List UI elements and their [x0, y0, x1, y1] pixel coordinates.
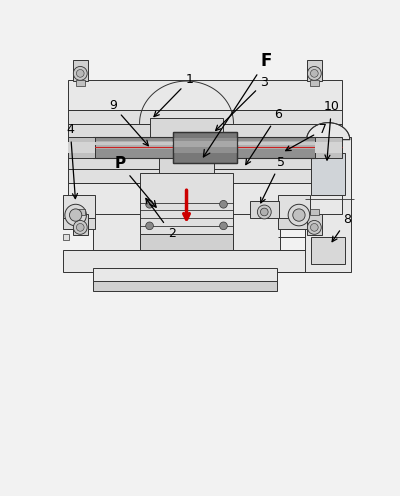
Text: P: P [114, 156, 156, 207]
Bar [173, 132, 237, 163]
Circle shape [76, 69, 84, 77]
Circle shape [308, 66, 321, 80]
Text: 5: 5 [261, 156, 285, 203]
Text: 1: 1 [154, 73, 194, 117]
Circle shape [73, 66, 87, 80]
Circle shape [73, 220, 87, 234]
Bar [278, 218, 310, 229]
Bar [311, 153, 345, 195]
Bar [159, 138, 214, 147]
Bar [311, 238, 345, 264]
Bar [93, 131, 140, 250]
Bar [62, 234, 69, 241]
Text: 6: 6 [246, 108, 282, 165]
Text: 8: 8 [332, 213, 352, 242]
Bar [93, 136, 317, 158]
Bar [234, 131, 280, 250]
Bar [315, 142, 342, 153]
Bar [68, 183, 342, 213]
Circle shape [257, 205, 271, 219]
Circle shape [288, 204, 310, 226]
Bar [240, 153, 278, 203]
Bar [68, 142, 95, 153]
Bar [140, 174, 234, 235]
Bar [76, 79, 85, 86]
Text: 2: 2 [146, 198, 176, 241]
Text: 4: 4 [66, 124, 78, 198]
Bar [310, 209, 319, 215]
Bar [68, 138, 342, 155]
Bar [72, 60, 88, 81]
Circle shape [308, 220, 321, 234]
Bar [93, 281, 277, 291]
Bar [62, 218, 95, 229]
Polygon shape [307, 123, 350, 139]
Bar [76, 209, 85, 215]
Bar [93, 142, 317, 145]
Bar [72, 213, 88, 235]
Bar [68, 124, 342, 138]
Bar [68, 110, 342, 124]
Bar [159, 145, 214, 176]
Text: 7: 7 [286, 124, 327, 151]
Bar [62, 250, 309, 272]
Circle shape [76, 224, 84, 231]
Text: 3: 3 [216, 76, 268, 130]
Circle shape [293, 209, 305, 221]
Text: 10: 10 [324, 100, 340, 160]
Bar [310, 79, 319, 86]
Bar [307, 213, 322, 235]
Bar [173, 141, 237, 147]
Bar [305, 137, 351, 272]
Bar [140, 234, 234, 250]
Bar [68, 169, 342, 183]
Circle shape [70, 209, 82, 221]
Bar [173, 138, 237, 153]
Circle shape [146, 200, 154, 208]
Circle shape [260, 208, 268, 216]
Bar [140, 124, 234, 250]
Text: F: F [204, 52, 272, 157]
Bar [93, 268, 277, 284]
Circle shape [310, 69, 318, 77]
Circle shape [310, 224, 318, 231]
Bar [93, 141, 317, 149]
Bar [278, 195, 310, 220]
Bar [307, 60, 322, 81]
Bar [68, 79, 342, 110]
Bar [68, 136, 95, 158]
Bar [315, 136, 342, 158]
Bar [62, 195, 95, 220]
Circle shape [146, 222, 154, 230]
Bar [150, 118, 224, 141]
Bar [68, 155, 342, 169]
Bar [250, 201, 279, 218]
Circle shape [65, 204, 86, 226]
Circle shape [220, 200, 227, 208]
Text: 9: 9 [109, 99, 148, 146]
Circle shape [220, 222, 227, 230]
Polygon shape [140, 81, 234, 124]
